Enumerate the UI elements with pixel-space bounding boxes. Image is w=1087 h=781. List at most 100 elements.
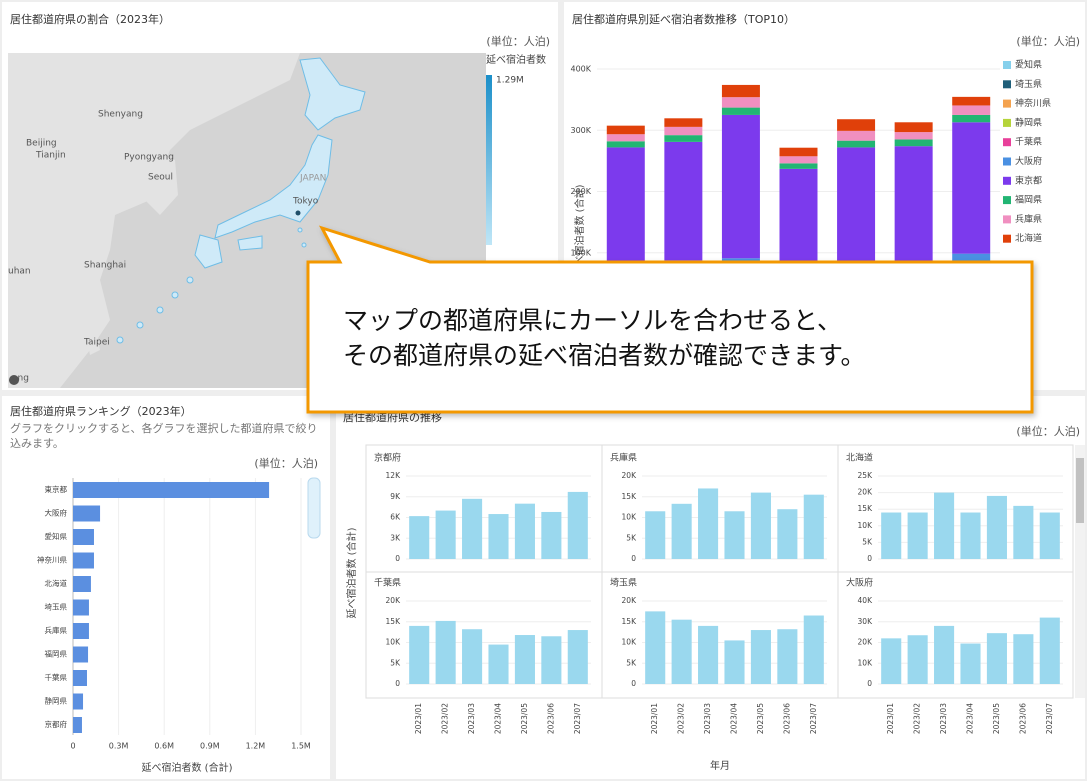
y-axis-label: 延べ宿泊者数 (合計) — [345, 527, 358, 618]
bar-segment — [721, 107, 760, 115]
bar — [698, 625, 719, 684]
y-tick-label: 20K — [858, 638, 874, 647]
legend-label: 大阪府 — [1015, 155, 1042, 167]
bar[interactable] — [73, 552, 94, 569]
bar — [462, 498, 483, 559]
bar[interactable] — [73, 623, 89, 639]
trend-panel — [336, 396, 1085, 779]
island[interactable] — [171, 291, 179, 299]
bar — [960, 512, 981, 559]
y-tick-label: 15K — [622, 492, 638, 501]
bar — [435, 620, 456, 684]
bar-segment — [952, 122, 991, 254]
y-tick-label: 25K — [858, 471, 874, 480]
x-tick-label: 2023/07 — [809, 703, 818, 734]
bar — [986, 633, 1007, 684]
island[interactable] — [297, 227, 303, 233]
bar-segment — [664, 141, 703, 261]
legend-swatch — [1003, 80, 1011, 89]
map-label: Seoul — [148, 173, 173, 183]
x-tick-label: 0.9M — [200, 742, 220, 751]
facet-title: 京都府 — [374, 452, 401, 464]
bar — [671, 619, 692, 684]
bar-segment — [664, 118, 703, 127]
island[interactable] — [186, 276, 194, 284]
continent — [8, 53, 300, 388]
honshu[interactable] — [214, 134, 333, 239]
x-tick-label: 0.6M — [154, 742, 174, 751]
bar[interactable] — [73, 505, 101, 522]
legend-swatch — [1003, 118, 1011, 127]
x-tick-label: 2023/03 — [467, 703, 476, 734]
y-tick-label: 5K — [626, 533, 637, 542]
y-tick-label: 神奈川県 — [37, 555, 67, 565]
scroll-thumb[interactable] — [1076, 458, 1084, 523]
bar[interactable] — [73, 482, 270, 498]
korea — [145, 150, 178, 215]
x-tick-label: 0 — [70, 742, 75, 751]
y-tick-label: 大阪府 — [45, 508, 68, 518]
bar — [907, 635, 928, 684]
bar — [750, 492, 771, 559]
bar[interactable] — [73, 717, 82, 733]
scrollbar[interactable] — [1075, 445, 1085, 698]
x-axis-label: 延べ宿泊者数 (合計) — [142, 761, 233, 774]
bar-segment — [664, 126, 703, 136]
y-tick-label: 静岡県 — [45, 696, 68, 706]
y-tick-label: 10K — [858, 658, 874, 667]
y-axis-label: 延べ宿泊者数 (合計) — [573, 184, 586, 275]
x-tick-label: 2023/02 — [441, 703, 450, 734]
bar — [645, 611, 666, 684]
y-tick-label: 0 — [867, 554, 872, 563]
island[interactable] — [136, 321, 144, 329]
bar — [986, 495, 1007, 559]
bar-segment — [721, 97, 760, 108]
shikoku[interactable] — [237, 235, 263, 251]
facet-title: 北海道 — [846, 452, 873, 464]
bar[interactable] — [73, 529, 94, 545]
map-label: Tianjin — [35, 151, 66, 161]
panel-title: 居住都道府県の割合（2023年） — [10, 12, 170, 26]
legend-swatch — [1003, 196, 1011, 205]
bar[interactable] — [73, 576, 91, 592]
bar[interactable] — [73, 599, 89, 616]
bar — [567, 630, 588, 684]
taiwan — [85, 325, 100, 355]
bar — [435, 510, 456, 559]
bar — [881, 638, 902, 684]
island[interactable] — [116, 336, 124, 344]
y-tick-label: 10K — [622, 513, 638, 522]
legend-label: 静岡県 — [1015, 116, 1042, 128]
bar[interactable] — [73, 646, 89, 663]
y-tick-label: 5K — [862, 537, 873, 546]
y-tick-label: 20K — [622, 471, 638, 480]
kyushu[interactable] — [194, 234, 223, 269]
y-tick-label: 北海道 — [45, 578, 68, 588]
legend-swatch — [1003, 176, 1011, 185]
callout-box — [306, 225, 1034, 414]
map-legend-bar — [486, 75, 492, 245]
scroll-thumb[interactable] — [307, 477, 321, 539]
island[interactable] — [301, 242, 307, 248]
bar[interactable] — [73, 670, 87, 686]
info-icon[interactable] — [9, 375, 19, 385]
hokkaido[interactable] — [299, 57, 366, 131]
y-tick-label: 0 — [395, 554, 400, 563]
y-tick-label: 12K — [386, 471, 402, 480]
bar-segment — [606, 134, 645, 142]
panel-title: 居住都道府県ランキング（2023年） — [10, 404, 192, 418]
x-tick-label: 2023/03 — [939, 703, 948, 734]
island[interactable] — [156, 306, 164, 314]
callout-line: その都道府県の延べ宿泊者数が確認できます。 — [343, 341, 866, 370]
map-label: Shanghai — [84, 261, 126, 271]
bar[interactable] — [73, 693, 84, 710]
bar — [907, 512, 928, 559]
bar — [934, 625, 955, 684]
facet-title: 千葉県 — [374, 577, 401, 589]
bar — [881, 512, 902, 559]
bar — [514, 503, 535, 559]
bar-segment — [952, 96, 991, 106]
legend-label: 埼玉県 — [1015, 78, 1042, 90]
